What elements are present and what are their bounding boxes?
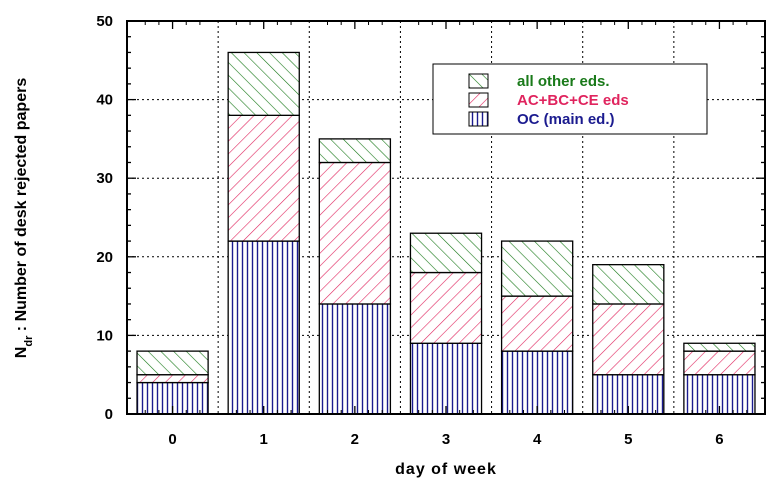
x-tick-label: 1 — [260, 431, 268, 448]
y-tick-label: 30 — [96, 170, 113, 187]
y-tick-label: 20 — [96, 249, 113, 266]
labels-layer: 0 10 20 30 40 50 0 1 2 3 4 5 6 day of week Ndr : Numbe… — [13, 13, 724, 478]
bar-segment-day6-ac-bc-ce-eds — [683, 350, 756, 376]
bar-segment-day3-all-other-eds- — [409, 232, 483, 274]
x-tick-label: 3 — [442, 431, 450, 448]
bars-layer — [136, 51, 756, 415]
legend-label-0: all other eds. — [517, 73, 610, 90]
bar-segment-day3-oc-main-ed- — [409, 342, 483, 415]
bar-segment-day1-all-other-eds- — [227, 51, 300, 116]
bar-segment-day1-ac-bc-ce-eds — [227, 114, 300, 242]
bar-segment-day4-oc-main-ed- — [500, 350, 574, 415]
bar-segment-day0-ac-bc-ce-eds — [136, 374, 209, 384]
y-axis-title: Ndr : Number of desk rejected papers — [13, 78, 35, 359]
x-tick-label: 2 — [351, 431, 359, 448]
bar-segment-day0-all-other-eds- — [136, 350, 209, 376]
x-tick-label: 0 — [168, 431, 176, 448]
bar-segment-day6-all-other-eds- — [683, 342, 756, 352]
bar-segment-day2-oc-main-ed- — [318, 303, 392, 415]
x-tick-label: 4 — [533, 431, 542, 448]
bar-segment-day3-ac-bc-ce-eds — [409, 271, 483, 344]
x-axis-title: day of week — [395, 461, 497, 478]
bar-segment-day2-ac-bc-ce-eds — [318, 161, 392, 305]
y-tick-label: 0 — [105, 406, 113, 423]
y-tick-label: 10 — [96, 327, 113, 344]
bar-segment-day1-oc-main-ed- — [227, 240, 300, 415]
axes-layer — [126, 20, 766, 415]
legend-swatch-0 — [468, 73, 489, 89]
x-tick-label: 5 — [624, 431, 632, 448]
bar-segment-day4-all-other-eds- — [500, 240, 574, 297]
bar-segment-day4-ac-bc-ce-eds — [500, 295, 574, 352]
y-tick-label: 40 — [96, 92, 113, 109]
legend-label-2: OC (main ed.) — [517, 111, 615, 128]
bar-segment-day2-all-other-eds- — [318, 138, 392, 164]
bar-segment-day5-all-other-eds- — [592, 264, 665, 305]
x-tick-label: 6 — [715, 431, 723, 448]
legend-swatch-2 — [468, 111, 489, 127]
legend-label-1: AC+BC+CE eds — [517, 92, 629, 109]
bar-segment-day5-ac-bc-ce-eds — [592, 303, 665, 376]
legend: all other eds. AC+BC+CE eds OC (main ed.) — [432, 63, 708, 135]
y-tick-label: 50 — [96, 13, 113, 30]
legend-swatch-1 — [468, 92, 489, 108]
